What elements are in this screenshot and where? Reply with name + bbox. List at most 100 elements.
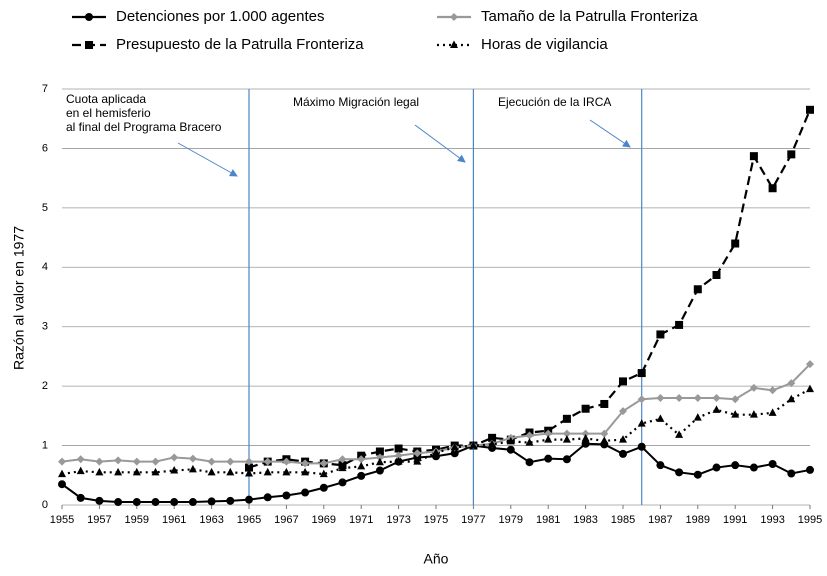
data-point bbox=[731, 395, 740, 404]
data-point bbox=[693, 470, 702, 479]
data-point bbox=[263, 493, 272, 502]
legend-marker bbox=[85, 13, 93, 21]
data-point bbox=[151, 457, 160, 466]
data-point bbox=[58, 469, 66, 478]
annotation-arrow bbox=[414, 124, 466, 163]
data-point bbox=[749, 152, 758, 161]
data-point bbox=[132, 457, 141, 466]
data-point bbox=[787, 379, 796, 388]
legend-marker bbox=[450, 13, 458, 21]
y-tick-label: 2 bbox=[42, 380, 48, 392]
data-point bbox=[357, 471, 366, 480]
data-point bbox=[114, 467, 123, 476]
legend-label: Presupuesto de la Patrulla Fronteriza bbox=[116, 36, 364, 53]
data-point bbox=[132, 498, 141, 507]
x-tick-label: 1981 bbox=[536, 514, 560, 526]
data-point bbox=[693, 285, 702, 294]
data-point bbox=[170, 466, 179, 474]
data-point bbox=[188, 454, 197, 463]
data-point bbox=[413, 457, 422, 465]
data-point bbox=[581, 433, 590, 442]
data-point bbox=[375, 453, 384, 462]
data-point bbox=[207, 497, 216, 506]
data-point bbox=[637, 369, 646, 378]
data-point bbox=[58, 457, 66, 466]
annotation: Máximo Migración legal bbox=[293, 95, 419, 109]
data-point bbox=[806, 384, 814, 393]
data-point bbox=[207, 457, 216, 466]
legend-label: Tamaño de la Patrulla Fronteriza bbox=[481, 8, 698, 25]
data-point bbox=[787, 150, 796, 159]
y-tick-label: 1 bbox=[42, 439, 48, 451]
data-point bbox=[226, 496, 235, 505]
annotation: en el hemisferio bbox=[66, 106, 151, 120]
data-point bbox=[581, 439, 590, 448]
data-point bbox=[637, 442, 646, 451]
data-point bbox=[525, 431, 534, 440]
data-point bbox=[394, 444, 403, 453]
data-point bbox=[656, 461, 665, 470]
data-point bbox=[245, 469, 253, 477]
annotation-arrow bbox=[589, 119, 631, 148]
legend-label: Horas de vigilancia bbox=[481, 36, 608, 53]
data-point bbox=[525, 438, 534, 446]
data-point bbox=[712, 405, 721, 413]
data-point bbox=[151, 498, 160, 507]
data-point bbox=[151, 467, 160, 476]
series-line bbox=[248, 109, 812, 469]
data-point bbox=[432, 448, 440, 456]
data-point bbox=[394, 457, 403, 465]
data-point bbox=[787, 469, 796, 478]
legend-label: Detenciones por 1.000 agentes bbox=[116, 8, 324, 25]
data-point bbox=[731, 461, 740, 470]
data-point bbox=[488, 433, 497, 442]
data-point bbox=[245, 463, 253, 472]
x-tick-label: 1993 bbox=[760, 514, 784, 526]
data-point bbox=[413, 449, 422, 458]
y-tick-label: 4 bbox=[42, 261, 48, 273]
data-point bbox=[338, 478, 347, 487]
data-point bbox=[562, 435, 571, 443]
data-point bbox=[562, 414, 571, 423]
data-point bbox=[450, 442, 459, 451]
data-point bbox=[656, 330, 665, 339]
data-point bbox=[282, 457, 291, 466]
data-point bbox=[95, 496, 104, 505]
data-point bbox=[319, 483, 328, 492]
x-tick-label: 1965 bbox=[237, 514, 261, 526]
data-point bbox=[693, 413, 702, 421]
x-tick-label: 1957 bbox=[87, 514, 111, 526]
data-point bbox=[95, 457, 104, 466]
data-point bbox=[245, 457, 253, 466]
legend-marker bbox=[85, 41, 93, 49]
annotation: Cuota aplicada bbox=[66, 92, 146, 106]
data-point bbox=[132, 467, 141, 476]
data-point bbox=[357, 461, 366, 470]
data-point bbox=[375, 466, 384, 475]
annotation: Ejecución de la IRCA bbox=[498, 95, 611, 109]
data-point bbox=[170, 498, 179, 507]
data-point bbox=[319, 469, 328, 478]
data-point bbox=[506, 436, 515, 445]
data-point bbox=[581, 404, 590, 413]
data-point bbox=[600, 436, 609, 444]
data-point bbox=[95, 467, 104, 476]
data-point bbox=[675, 394, 684, 403]
y-tick-label: 7 bbox=[42, 83, 48, 95]
data-point bbox=[749, 383, 758, 392]
data-point bbox=[394, 451, 403, 460]
data-point bbox=[806, 105, 814, 114]
x-tick-label: 1985 bbox=[611, 514, 635, 526]
data-point bbox=[375, 447, 384, 456]
x-tick-label: 1963 bbox=[199, 514, 223, 526]
data-point bbox=[338, 463, 347, 472]
data-point bbox=[188, 498, 197, 507]
data-point bbox=[749, 463, 758, 472]
data-point bbox=[619, 449, 627, 458]
data-point bbox=[712, 394, 721, 403]
x-tick-label: 1977 bbox=[461, 514, 485, 526]
y-tick-label: 3 bbox=[42, 321, 48, 333]
x-tick-label: 1969 bbox=[312, 514, 336, 526]
x-tick-label: 1987 bbox=[648, 514, 672, 526]
data-point bbox=[282, 467, 291, 476]
